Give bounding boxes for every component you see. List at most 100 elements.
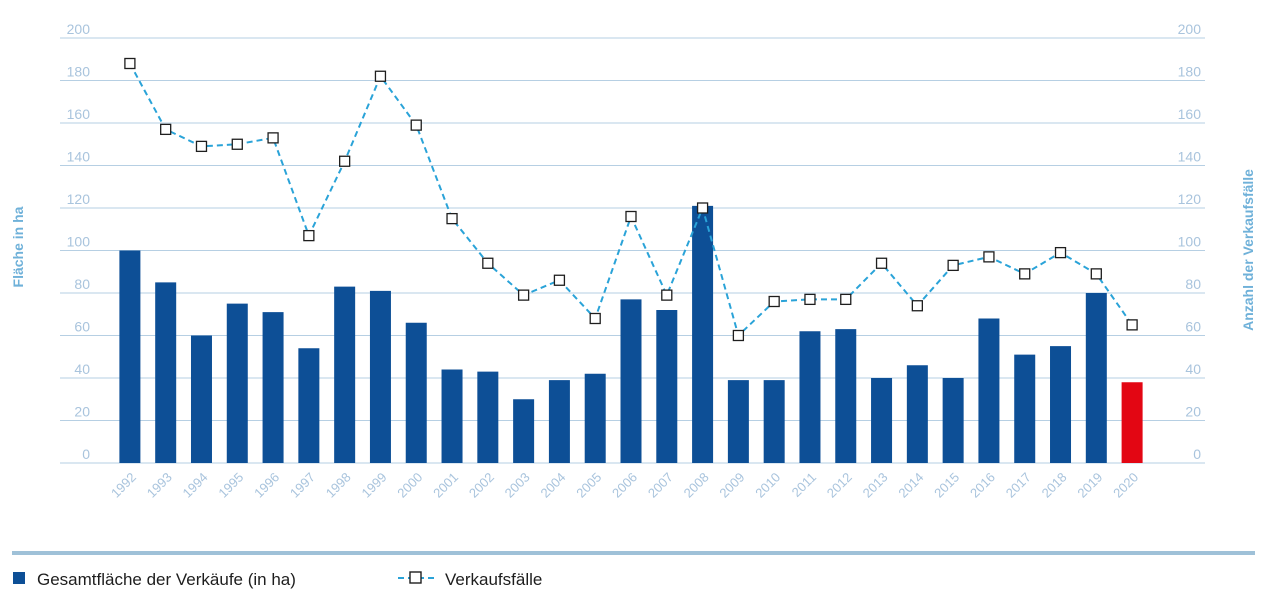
y-tick-left: 100 <box>67 234 91 250</box>
bar-1997 <box>298 348 320 463</box>
y-tick-right: 200 <box>1178 21 1202 37</box>
line-point-2005 <box>589 312 601 325</box>
line-point-2015 <box>947 259 959 272</box>
bar-2001 <box>441 369 463 463</box>
x-tick-2013: 2013 <box>860 470 891 501</box>
x-tick-1992: 1992 <box>108 470 139 501</box>
line-series <box>124 57 1138 342</box>
legend: Gesamtfläche der Verkäufe (in ha) Verkau… <box>13 570 542 589</box>
x-tick-2001: 2001 <box>430 470 461 501</box>
bar-2018 <box>1050 346 1072 463</box>
legend-divider <box>12 551 1255 555</box>
line-point-2016 <box>983 251 995 263</box>
line-point-1994 <box>195 140 208 153</box>
y-tick-right: 160 <box>1178 106 1202 122</box>
bar-2002 <box>477 371 499 463</box>
legend-bar-label: Gesamtfläche der Verkäufe (in ha) <box>37 570 296 589</box>
y-tick-right: 20 <box>1185 404 1201 420</box>
bar-2020 <box>1121 382 1143 463</box>
x-tick-2008: 2008 <box>681 470 712 501</box>
line-point-1997 <box>303 229 315 242</box>
y-tick-left: 200 <box>67 21 91 37</box>
bar-2009 <box>727 380 749 463</box>
y-tick-left: 160 <box>67 106 91 122</box>
x-tick-1995: 1995 <box>215 470 246 501</box>
bar-1999 <box>369 290 391 463</box>
line-point-2004 <box>553 274 566 286</box>
y-axis-right: 0 20 40 60 80 100 120 140 160 180 200 <box>1178 21 1202 462</box>
y-tick-right: 60 <box>1185 319 1201 335</box>
bar-2008 <box>692 205 714 463</box>
x-tick-2010: 2010 <box>752 470 783 501</box>
y-tick-left: 180 <box>67 64 91 80</box>
legend-line-label: Verkaufsfälle <box>445 570 542 589</box>
x-tick-2017: 2017 <box>1003 470 1034 501</box>
y-tick-left: 0 <box>82 446 90 462</box>
bar-2015 <box>942 378 964 463</box>
x-tick-2006: 2006 <box>609 470 640 501</box>
bar-2007 <box>656 310 678 463</box>
x-tick-1999: 1999 <box>359 470 390 501</box>
x-tick-1996: 1996 <box>251 470 282 501</box>
y-tick-left: 140 <box>67 149 91 165</box>
x-tick-2016: 2016 <box>967 470 998 501</box>
line-point-2017 <box>1019 268 1031 280</box>
line-point-2009 <box>732 329 745 342</box>
bar-2019 <box>1085 293 1107 463</box>
line-point-2011 <box>804 293 816 306</box>
x-tick-2005: 2005 <box>573 470 604 501</box>
x-tick-2011: 2011 <box>789 470 819 500</box>
line-point-2008 <box>696 202 709 214</box>
line-point-2013 <box>875 257 888 269</box>
bar-1993 <box>155 282 177 463</box>
x-tick-2018: 2018 <box>1039 470 1070 501</box>
line-point-2000 <box>410 119 422 131</box>
bar-2004 <box>548 380 570 463</box>
y-tick-left: 60 <box>74 319 90 335</box>
x-tick-2007: 2007 <box>645 470 676 501</box>
legend-line-marker <box>409 571 422 584</box>
y-tick-left: 120 <box>67 191 91 207</box>
x-tick-1994: 1994 <box>180 470 211 501</box>
line-point-1995 <box>231 138 243 150</box>
y-tick-right: 140 <box>1178 149 1202 165</box>
bar-2000 <box>405 322 427 463</box>
bar-1996 <box>262 312 284 463</box>
bar-2016 <box>978 318 1000 463</box>
x-tick-2003: 2003 <box>502 470 533 501</box>
bar-1995 <box>226 303 248 463</box>
y-tick-right: 180 <box>1178 64 1202 80</box>
line-point-1993 <box>160 123 172 136</box>
x-tick-2009: 2009 <box>716 470 747 501</box>
x-tick-2012: 2012 <box>824 470 855 501</box>
line-point-1999 <box>374 70 387 82</box>
bar-2010 <box>763 380 785 463</box>
bar-2013 <box>871 378 893 463</box>
y-tick-left: 20 <box>74 404 90 420</box>
line-point-2019 <box>1090 268 1102 280</box>
gridlines <box>60 37 1205 464</box>
line-point-2010 <box>768 295 780 308</box>
bar-1998 <box>334 286 356 463</box>
bar-2014 <box>906 365 928 463</box>
x-tick-2000: 2000 <box>394 470 425 501</box>
bar-1992 <box>119 250 141 463</box>
x-tick-1993: 1993 <box>144 470 175 501</box>
line-point-2002 <box>482 257 494 269</box>
bar-series <box>119 205 1143 463</box>
line-point-2007 <box>661 289 673 301</box>
line-point-2012 <box>840 293 852 306</box>
y-tick-left: 80 <box>74 276 90 292</box>
y-tick-right: 100 <box>1178 234 1202 250</box>
bar-2005 <box>584 373 606 463</box>
line-point-1992 <box>124 57 136 70</box>
x-tick-2004: 2004 <box>537 470 568 501</box>
x-tick-2019: 2019 <box>1074 470 1105 501</box>
x-tick-2015: 2015 <box>931 470 962 501</box>
y-axis-left-title: Fläche in ha <box>10 206 26 287</box>
line-path <box>129 63 1133 338</box>
legend-bar-swatch <box>13 572 25 584</box>
line-point-2014 <box>911 300 923 312</box>
line-point-1996 <box>267 132 279 144</box>
